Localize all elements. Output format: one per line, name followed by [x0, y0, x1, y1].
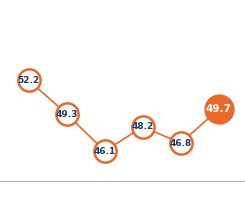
- Text: 48.2: 48.2: [132, 122, 154, 131]
- Text: 49.7: 49.7: [206, 104, 232, 114]
- Text: 52.2: 52.2: [18, 76, 40, 85]
- Text: 46.1: 46.1: [94, 147, 116, 156]
- Text: 46.8: 46.8: [170, 138, 192, 147]
- Text: 49.3: 49.3: [56, 110, 78, 118]
